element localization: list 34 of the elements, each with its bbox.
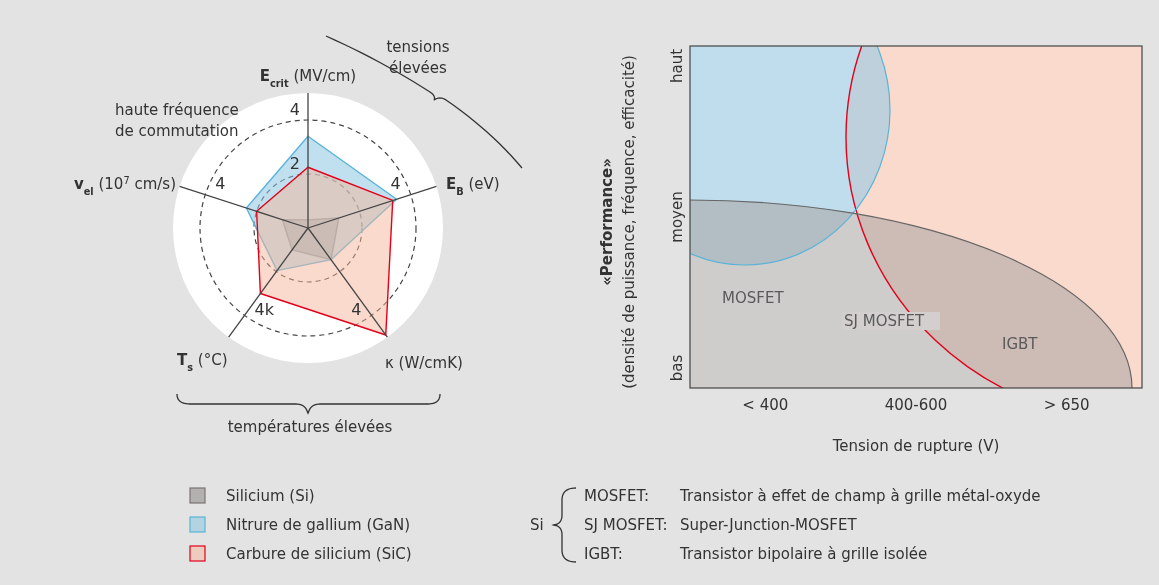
text: 4 — [351, 300, 362, 320]
text: IGBT — [1002, 335, 1039, 353]
text: Transistor bipolaire à grille isolée — [679, 545, 928, 563]
text: SJ MOSFET: — [584, 516, 668, 534]
category-label: < 400 — [742, 396, 789, 414]
spoke-label: κ (W/cmK) — [385, 354, 463, 372]
text: Tension de rupture (V) — [831, 437, 1000, 455]
text: haute fréquence de commutation — [115, 101, 239, 140]
category-label: 400-600 — [884, 396, 948, 414]
legend-label: Carbure de silicium (SiC) — [226, 545, 412, 563]
text: Super-Junction-MOSFET — [680, 516, 858, 534]
text: MOSFET: — [584, 487, 649, 505]
text: IGBT: — [584, 545, 623, 563]
category-label: haut — [668, 48, 686, 84]
text: Si — [530, 516, 544, 534]
text: «Performance» (densité de puissance, fréquence, efficacité) — [598, 55, 638, 389]
text: Transistor à effet de champ à grille métal-oxyde — [679, 487, 1041, 505]
text: 4 — [390, 173, 401, 193]
spoke-label: E$_{B}$ (eV) — [446, 175, 500, 197]
text: 4k — [254, 300, 275, 320]
y-tick-label: 2 — [289, 154, 300, 173]
text: tensions élevées — [386, 38, 450, 77]
text: températures élevées — [227, 418, 393, 436]
legend-label: Nitrure de gallium (GaN) — [226, 516, 411, 534]
spoke-label: T$_{s}$ (°C) — [177, 351, 228, 373]
spoke-label: E$_{crit}$ (MV/cm) — [259, 67, 357, 89]
spoke-label: v$_{el}$ (10$^{7}$ cm/s) — [73, 174, 176, 197]
category-label: bas — [668, 354, 686, 382]
text: 4 — [215, 173, 226, 193]
legend-label: Silicium (Si) — [226, 487, 315, 505]
category-label: > 650 — [1043, 396, 1090, 414]
category-label: moyen — [668, 191, 686, 243]
text: SJ MOSFET — [844, 312, 926, 330]
text: MOSFET — [722, 289, 785, 307]
